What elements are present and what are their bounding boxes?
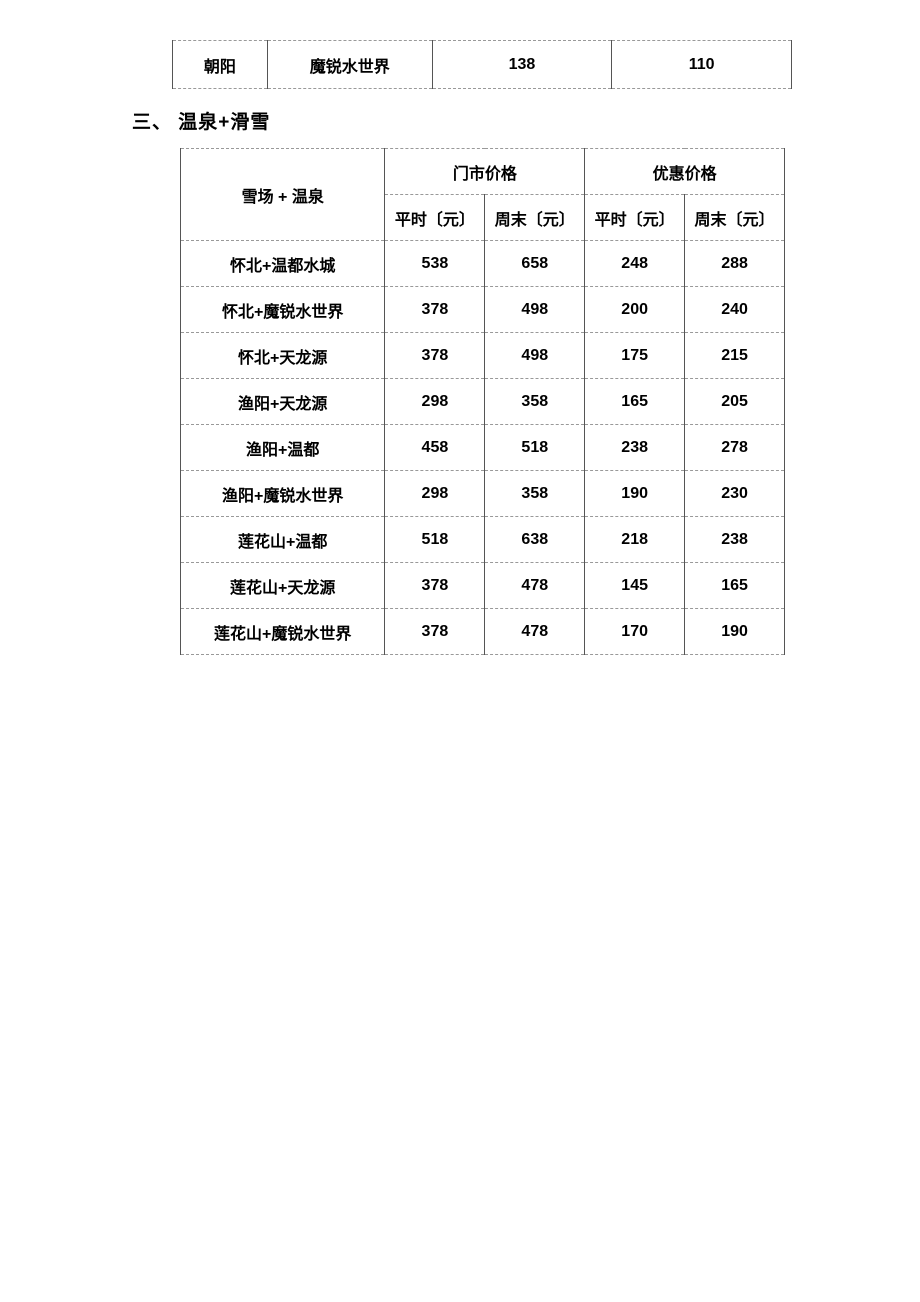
list-weekend-cell: 478 [485,609,585,655]
list-weekday-cell: 378 [385,563,485,609]
list-weekday-cell: 458 [385,425,485,471]
list-weekday-cell: 538 [385,241,485,287]
disc-weekday-cell: 170 [585,609,685,655]
list-weekend-header: 周末〔元〕 [485,195,585,241]
list-weekday-cell: 518 [385,517,485,563]
disc-weekday-cell: 218 [585,517,685,563]
discount-price-header: 优惠价格 [585,149,785,195]
disc-weekday-cell: 190 [585,471,685,517]
combo-name-cell: 渔阳+魔锐水世界 [181,471,385,517]
combo-name-cell: 渔阳+温都 [181,425,385,471]
list-weekday-cell: 298 [385,379,485,425]
table-row: 朝阳 魔锐水世界 138 110 [173,41,792,89]
table-row: 渔阳+魔锐水世界298358190230 [181,471,785,517]
list-weekend-cell: 358 [485,379,585,425]
table-row: 渔阳+温都458518238278 [181,425,785,471]
combo-table-body: 怀北+温都水城538658248288怀北+魔锐水世界378498200240怀… [181,241,785,655]
table-row: 怀北+魔锐水世界378498200240 [181,287,785,333]
venue-cell: 魔锐水世界 [267,41,432,89]
disc-weekday-cell: 200 [585,287,685,333]
list-weekday-header: 平时〔元〕 [385,195,485,241]
disc-weekend-header: 周末〔元〕 [685,195,785,241]
table-row: 莲花山+温都518638218238 [181,517,785,563]
combo-name-cell: 莲花山+温都 [181,517,385,563]
table-row: 莲花山+天龙源378478145165 [181,563,785,609]
disc-weekend-cell: 230 [685,471,785,517]
disc-weekday-cell: 238 [585,425,685,471]
list-weekday-cell: 298 [385,471,485,517]
list-weekday-cell: 378 [385,333,485,379]
combo-price-table: 雪场 + 温泉 门市价格 优惠价格 平时〔元〕 周末〔元〕 平时〔元〕 周末〔元… [180,148,785,655]
disc-weekend-cell: 278 [685,425,785,471]
list-weekend-cell: 638 [485,517,585,563]
disc-weekend-cell: 190 [685,609,785,655]
combo-name-cell: 怀北+魔锐水世界 [181,287,385,333]
disc-weekday-header: 平时〔元〕 [585,195,685,241]
disc-weekday-cell: 248 [585,241,685,287]
combo-name-cell: 莲花山+天龙源 [181,563,385,609]
disc-weekend-cell: 205 [685,379,785,425]
price-b-cell: 110 [612,41,792,89]
top-price-table: 朝阳 魔锐水世界 138 110 [172,40,792,89]
section-heading: 三、 温泉+滑雪 [132,107,270,134]
table-row: 莲花山+魔锐水世界378478170190 [181,609,785,655]
list-weekday-cell: 378 [385,609,485,655]
table-row: 怀北+温都水城538658248288 [181,241,785,287]
price-a-cell: 138 [432,41,612,89]
list-weekend-cell: 518 [485,425,585,471]
table-row: 渔阳+天龙源298358165205 [181,379,785,425]
table-row: 怀北+天龙源378498175215 [181,333,785,379]
combo-header: 雪场 + 温泉 [181,149,385,241]
disc-weekday-cell: 145 [585,563,685,609]
list-weekday-cell: 378 [385,287,485,333]
combo-name-cell: 怀北+天龙源 [181,333,385,379]
list-weekend-cell: 498 [485,287,585,333]
list-weekend-cell: 658 [485,241,585,287]
combo-name-cell: 莲花山+魔锐水世界 [181,609,385,655]
table-header-row-1: 雪场 + 温泉 门市价格 优惠价格 [181,149,785,195]
list-price-header: 门市价格 [385,149,585,195]
disc-weekend-cell: 215 [685,333,785,379]
disc-weekday-cell: 175 [585,333,685,379]
list-weekend-cell: 498 [485,333,585,379]
page-container: 朝阳 魔锐水世界 138 110 三、 温泉+滑雪 雪场 + 温泉 门市价格 优… [20,40,900,655]
disc-weekend-cell: 240 [685,287,785,333]
list-weekend-cell: 478 [485,563,585,609]
disc-weekend-cell: 288 [685,241,785,287]
list-weekend-cell: 358 [485,471,585,517]
district-cell: 朝阳 [173,41,268,89]
combo-name-cell: 怀北+温都水城 [181,241,385,287]
disc-weekend-cell: 238 [685,517,785,563]
disc-weekend-cell: 165 [685,563,785,609]
combo-name-cell: 渔阳+天龙源 [181,379,385,425]
disc-weekday-cell: 165 [585,379,685,425]
